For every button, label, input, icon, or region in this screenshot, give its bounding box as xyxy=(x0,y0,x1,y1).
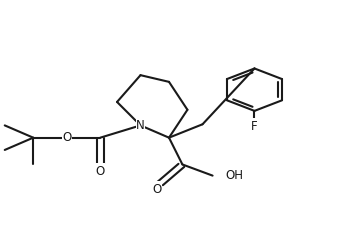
Text: N: N xyxy=(136,118,145,131)
Text: OH: OH xyxy=(225,168,243,181)
Text: O: O xyxy=(153,182,162,195)
Text: O: O xyxy=(62,130,71,143)
Text: F: F xyxy=(251,119,258,132)
Text: O: O xyxy=(96,164,105,177)
